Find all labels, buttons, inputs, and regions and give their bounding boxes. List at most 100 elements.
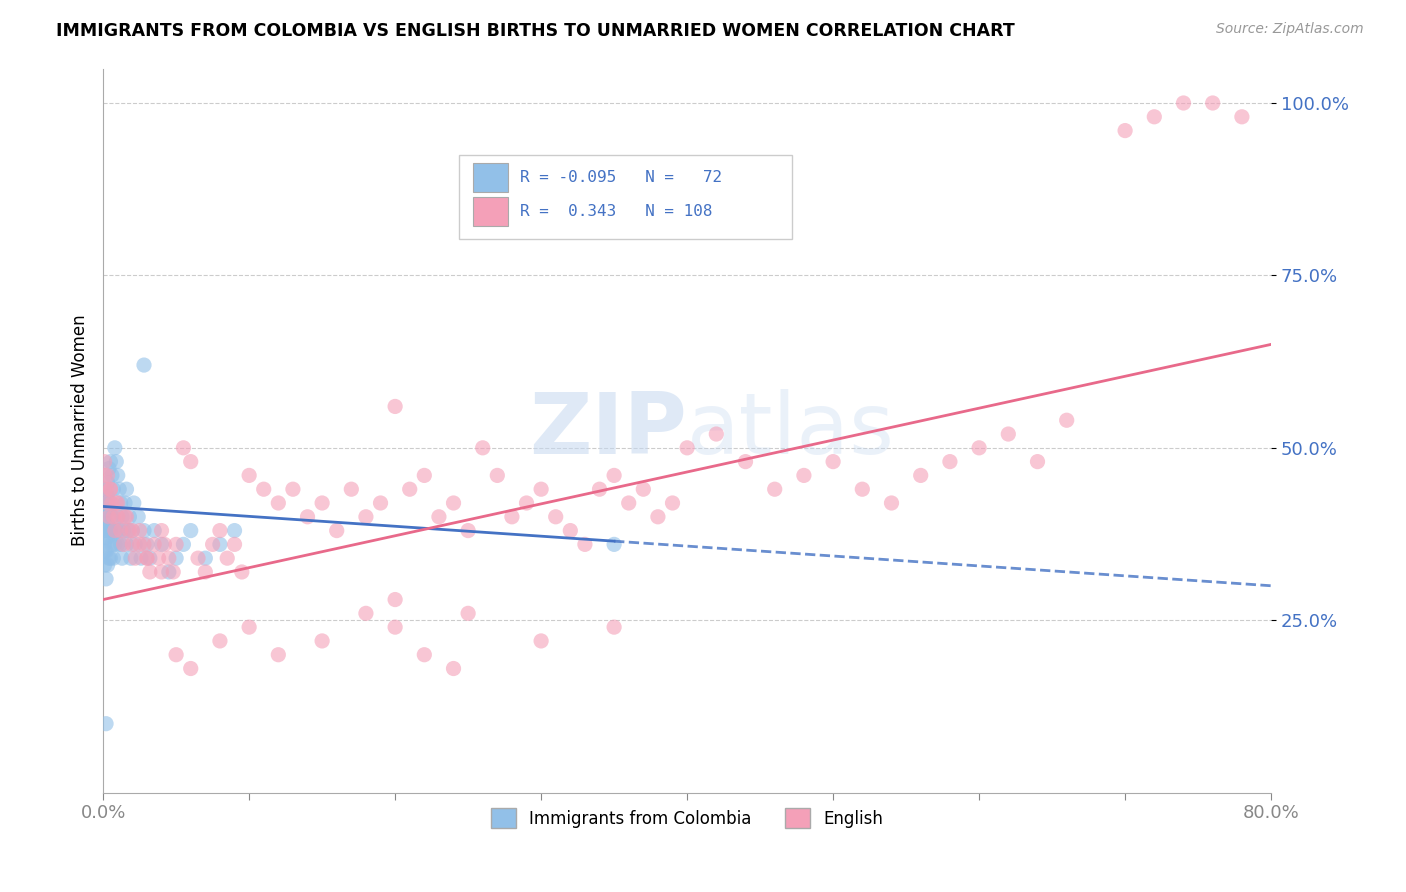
Point: [180, 455, 202, 469]
Point: [132, 358, 155, 372]
Point: [107, 509, 129, 524]
Point: [98, 551, 121, 566]
Point: [617, 496, 640, 510]
Point: [108, 482, 131, 496]
Point: [107, 509, 129, 524]
Point: [132, 537, 155, 551]
Point: [128, 524, 150, 538]
Point: [208, 634, 231, 648]
Point: [325, 524, 347, 538]
Point: [100, 482, 122, 496]
Point: [1056, 413, 1078, 427]
Point: [93, 468, 115, 483]
Point: [603, 468, 626, 483]
Point: [94, 516, 117, 531]
Point: [136, 537, 159, 551]
Point: [370, 496, 392, 510]
Point: [112, 537, 135, 551]
Point: [122, 496, 145, 510]
Text: ZIP: ZIP: [530, 389, 688, 472]
Point: [939, 455, 962, 469]
Point: [100, 496, 122, 510]
Point: [96, 558, 118, 572]
Point: [603, 620, 626, 634]
Point: [354, 509, 377, 524]
Point: [93, 544, 115, 558]
Point: [793, 468, 815, 483]
Point: [94, 482, 117, 496]
Point: [443, 661, 465, 675]
Point: [238, 620, 260, 634]
Point: [297, 509, 319, 524]
Point: [128, 537, 150, 551]
Point: [115, 537, 138, 551]
Point: [180, 524, 202, 538]
Point: [121, 524, 143, 538]
Point: [148, 551, 170, 566]
Point: [676, 441, 699, 455]
Point: [93, 558, 115, 572]
Point: [139, 551, 162, 566]
Point: [105, 455, 128, 469]
Point: [93, 524, 115, 538]
Point: [103, 524, 125, 538]
Point: [98, 509, 121, 524]
Point: [457, 524, 479, 538]
Point: [101, 468, 124, 483]
Point: [110, 524, 132, 538]
Point: [124, 551, 146, 566]
Point: [281, 482, 304, 496]
Point: [118, 509, 141, 524]
Point: [823, 455, 845, 469]
Point: [121, 524, 143, 538]
Point: [107, 468, 129, 483]
Point: [588, 482, 610, 496]
Point: [120, 551, 142, 566]
Point: [560, 524, 582, 538]
Point: [910, 468, 932, 483]
Point: [1230, 110, 1253, 124]
Point: [93, 496, 115, 510]
Point: [114, 509, 136, 524]
Point: [107, 537, 129, 551]
Point: [96, 496, 118, 510]
Point: [94, 503, 117, 517]
Point: [110, 537, 132, 551]
Point: [267, 496, 290, 510]
Point: [267, 648, 290, 662]
Text: IMMIGRANTS FROM COLOMBIA VS ENGLISH BIRTHS TO UNMARRIED WOMEN CORRELATION CHART: IMMIGRANTS FROM COLOMBIA VS ENGLISH BIRT…: [56, 22, 1015, 40]
Point: [93, 509, 115, 524]
Point: [104, 537, 127, 551]
Point: [104, 441, 127, 455]
Point: [194, 551, 217, 566]
Point: [311, 496, 333, 510]
Point: [94, 531, 117, 545]
Point: [100, 551, 122, 566]
Point: [253, 482, 276, 496]
Text: R = -0.095   N =   72: R = -0.095 N = 72: [520, 169, 723, 185]
Point: [165, 648, 187, 662]
Point: [443, 496, 465, 510]
Point: [201, 537, 224, 551]
Point: [103, 482, 125, 496]
Point: [143, 524, 166, 538]
Point: [457, 607, 479, 621]
Point: [647, 509, 669, 524]
Point: [117, 524, 139, 538]
Y-axis label: Births to Unmarried Women: Births to Unmarried Women: [72, 315, 89, 547]
Point: [384, 620, 406, 634]
Point: [101, 496, 124, 510]
Point: [530, 482, 553, 496]
Point: [103, 509, 125, 524]
Point: [101, 509, 124, 524]
Point: [107, 496, 129, 510]
Point: [110, 496, 132, 510]
FancyBboxPatch shape: [460, 155, 792, 239]
Point: [544, 509, 567, 524]
Point: [103, 551, 125, 566]
Point: [93, 482, 115, 496]
Point: [194, 565, 217, 579]
Point: [231, 565, 253, 579]
Point: [96, 531, 118, 545]
Point: [98, 524, 121, 538]
